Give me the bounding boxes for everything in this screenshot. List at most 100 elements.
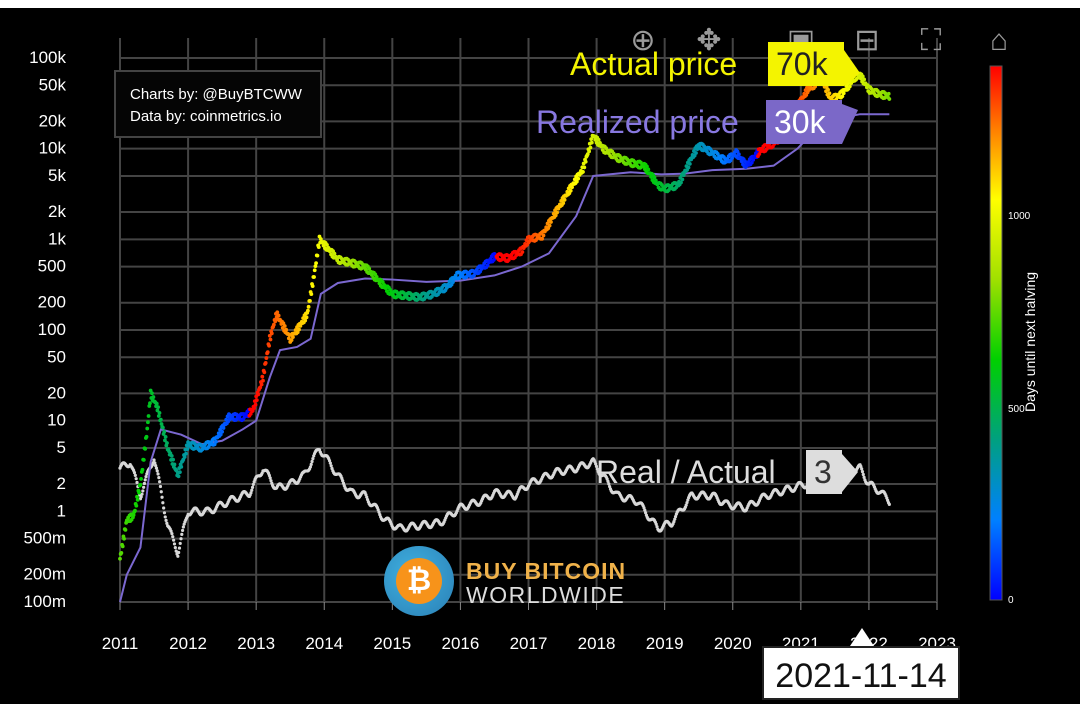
y-tick-label: 10k — [39, 139, 67, 158]
actual-price-point — [260, 374, 265, 379]
actual-price-point — [144, 434, 149, 439]
pan-icon[interactable]: ✥ — [696, 24, 722, 57]
x-tick-label: 2019 — [646, 634, 684, 653]
y-tick-label: 1k — [48, 229, 66, 248]
ratio-point — [672, 520, 676, 524]
y-tick-label: 1 — [57, 501, 66, 520]
ratio-point — [654, 522, 658, 526]
ratio-point — [142, 481, 147, 486]
actual-price-point — [314, 261, 318, 266]
ratio-point — [268, 476, 272, 480]
ratio-point — [162, 506, 166, 510]
actual-price-point — [148, 401, 152, 406]
autoscale-icon[interactable]: ⛶ — [920, 24, 942, 57]
ratio-point — [608, 484, 612, 489]
actual-price-point — [680, 177, 685, 182]
actual-price-point — [151, 395, 156, 399]
actual-price-point — [315, 253, 320, 258]
actual-price-point — [269, 331, 274, 336]
actual-price-point — [736, 152, 741, 157]
actual-price-point — [262, 370, 267, 375]
ratio-point — [142, 485, 146, 489]
ratio-point — [170, 532, 174, 536]
actual-price-point — [840, 94, 845, 99]
y-tick-label: 2 — [57, 474, 66, 493]
y-tick-label: 100m — [23, 592, 66, 611]
y-tick-label: 500 — [38, 257, 66, 276]
ratio-point — [684, 503, 688, 507]
actual-price-point — [263, 361, 268, 365]
ratio-point — [169, 529, 173, 533]
ratio-point — [606, 479, 610, 483]
actual-price-point — [570, 185, 574, 190]
y-tick-label: 200 — [38, 293, 66, 312]
actual-price-point — [472, 273, 476, 278]
ratio-point — [155, 469, 159, 473]
actual-price-point — [826, 87, 830, 92]
x-tick-label: 2011 — [102, 634, 139, 653]
actual-price-point — [862, 77, 867, 82]
actual-price-point — [555, 210, 559, 215]
actual-price-point — [139, 476, 144, 481]
actual-price-point — [156, 405, 161, 410]
actual-price-point — [137, 490, 141, 495]
ratio-point — [341, 479, 345, 483]
actual-price-point — [138, 482, 143, 487]
actual-price-point — [261, 378, 265, 383]
actual-price-point — [313, 264, 318, 269]
actual-price-point — [749, 160, 754, 165]
actual-price-point — [312, 268, 317, 273]
ratio-point — [327, 459, 332, 463]
ratio-point — [163, 515, 167, 519]
actual-price-point — [123, 527, 128, 532]
ratio-point — [180, 528, 185, 533]
ratio-point — [308, 465, 313, 469]
actual-price-point — [316, 245, 321, 250]
actual-price-point — [163, 434, 168, 439]
colorbar-tick-0: 0 — [1008, 595, 1014, 606]
ratio-point — [328, 461, 332, 465]
actual-price-point — [162, 429, 167, 434]
actual-price-point — [120, 544, 125, 549]
home-icon[interactable]: ⌂ — [989, 24, 1009, 57]
actual-price-point — [581, 170, 585, 174]
ratio-point — [158, 484, 163, 489]
actual-price-point — [694, 151, 698, 155]
actual-price-point — [582, 165, 587, 170]
y-tick-label: 50k — [39, 75, 67, 94]
series-realized-price — [119, 113, 890, 603]
ratio-point — [156, 472, 160, 476]
ratio-point — [140, 492, 144, 496]
ratio-point — [153, 461, 157, 465]
actual-price-point — [146, 420, 150, 425]
zoom-out-icon[interactable]: ⊟ — [854, 24, 880, 57]
ratio-tag-pointer — [842, 454, 858, 492]
series-tags — [842, 50, 874, 646]
actual-price-point — [284, 327, 289, 332]
x-tick-label: 2012 — [169, 634, 207, 653]
actual-price-point — [143, 446, 148, 451]
ratio-point — [860, 467, 864, 471]
actual-price-point — [282, 324, 287, 328]
ratio-point — [179, 537, 183, 541]
actual-price-point — [165, 441, 169, 445]
ratio-point — [673, 517, 677, 521]
ratio-point — [269, 479, 273, 483]
zoom-icon[interactable]: ⊕ — [630, 24, 656, 57]
ratio-point — [310, 459, 314, 464]
y-tick-label: 200m — [23, 565, 66, 584]
actual-price-point — [562, 197, 567, 202]
ratio-point — [643, 508, 647, 512]
ratio-point — [655, 525, 659, 529]
realized-price-value: 30k — [766, 100, 842, 144]
ratio-point — [144, 475, 148, 479]
actual-price-point — [169, 454, 174, 458]
actual-price-point — [252, 406, 257, 411]
actual-price-point — [576, 176, 581, 181]
actual-price-point — [185, 447, 190, 451]
actual-price-point — [133, 508, 137, 513]
ratio-point — [139, 495, 143, 499]
ratio-point — [134, 477, 138, 481]
ratio-point — [860, 469, 865, 474]
actual-price-point — [306, 308, 310, 313]
